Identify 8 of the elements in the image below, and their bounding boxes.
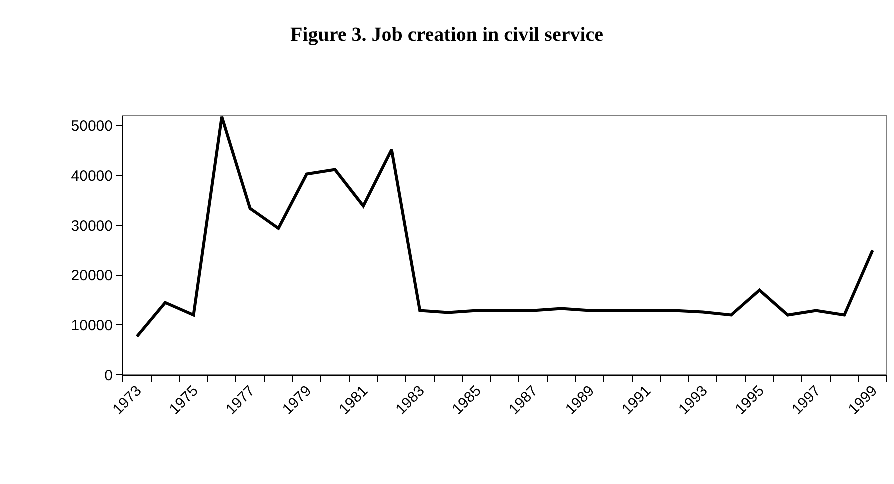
line-series xyxy=(136,116,874,338)
y-tick-label: 50000 xyxy=(71,118,113,136)
y-tick-label: 30000 xyxy=(71,218,113,235)
y-tick-label: 40000 xyxy=(71,168,113,186)
y-tick-label: 20000 xyxy=(71,268,113,285)
y-tick-label: 0 xyxy=(104,367,113,384)
chart-title: Figure 3. Job creation in civil service xyxy=(290,24,604,46)
y-tick-label: 10000 xyxy=(71,317,113,334)
